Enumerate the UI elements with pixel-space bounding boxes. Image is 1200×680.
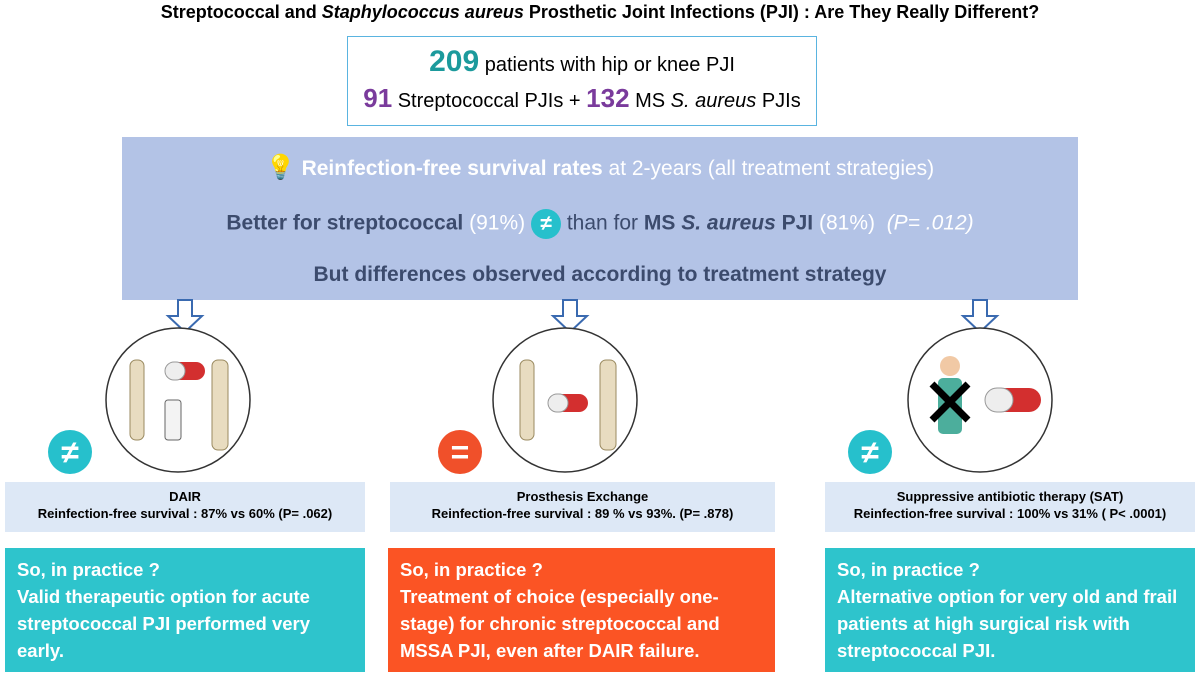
practice-heading: So, in practice ?: [400, 559, 543, 580]
pill-half: [164, 361, 186, 381]
pills: [164, 361, 1041, 413]
summary-line: Better for streptococcal (91%) ≠ than fo…: [122, 209, 1078, 239]
bone: [129, 359, 145, 441]
bone: [519, 359, 535, 441]
result-box: Suppressive antibiotic therapy (SAT) Rein…: [825, 482, 1195, 532]
cohort-text: Streptococcal PJIs +: [397, 90, 581, 112]
bone: [211, 359, 229, 451]
result-text: Reinfection-free survival : 87% vs 60% (…: [37, 506, 333, 521]
summary-bold: Better for streptococcal: [226, 211, 464, 235]
title-text: Streptococcal and: [160, 2, 317, 22]
title-text: Prosthetic Joint Infections (PJI) : Are …: [528, 2, 1040, 22]
practice-text: Treatment of choice (especially one-stag…: [400, 586, 720, 661]
cohort-text: MS: [635, 90, 666, 112]
pill-half: [984, 387, 1014, 413]
summary-line: 💡 Reinfection-free survival rates at 2-y…: [122, 153, 1078, 182]
summary-bold: But differences observed according to tr…: [313, 263, 887, 286]
bones: [129, 359, 617, 451]
result-text: Reinfection-free survival : 89 % vs 93%.…: [431, 506, 734, 521]
not-equal-icon: ≠: [530, 209, 561, 239]
practice-heading: So, in practice ?: [837, 559, 980, 580]
cohort-italic: S. aureus: [670, 90, 757, 112]
cohort-text: patients with hip or knee PJI: [484, 54, 735, 76]
surgeon-head: [940, 356, 960, 376]
staph-count: 132: [586, 83, 630, 113]
practice-box: So, in practice ? Valid therapeutic optio…: [5, 548, 365, 672]
title: Streptococcal and Staphylococcus aureus …: [0, 2, 1200, 23]
summary-line: But differences observed according to tr…: [122, 263, 1078, 287]
summary-bold: PJI: [781, 211, 814, 235]
practice-text: Alternative option for very old and frai…: [837, 586, 1178, 661]
practice-text: Valid therapeutic option for acute strep…: [17, 586, 311, 661]
summary-italic: S. aureus: [681, 211, 776, 235]
pill-half: [547, 393, 569, 413]
cohort-line: 209 patients with hip or knee PJI: [348, 45, 816, 79]
strategy-name: Prosthesis Exchange: [516, 489, 649, 504]
staph-rate: (81%): [818, 211, 876, 235]
down-arrow: [960, 299, 1000, 334]
result-box: Prosthesis Exchange Reinfection-free surv…: [390, 482, 775, 532]
surgeon: [929, 356, 971, 434]
equality-symbol: ≠: [848, 430, 892, 474]
irrigation-bottle: [164, 399, 182, 441]
cohort-text: PJIs: [761, 90, 801, 112]
result-box: DAIR Reinfection-free survival : 87% vs 6…: [5, 482, 365, 532]
result-text: Reinfection-free survival : 100% vs 31% …: [853, 506, 1167, 521]
practice-box: So, in practice ? Treatment of choice (es…: [388, 548, 775, 672]
bulb-icon: 💡: [265, 154, 296, 181]
summary-bold: Reinfection-free survival rates: [301, 157, 603, 180]
summary-box: 💡 Reinfection-free survival rates at 2-y…: [122, 137, 1078, 300]
title-italic: Staphylococcus aureus: [321, 2, 524, 22]
arrows: [165, 299, 1000, 334]
cross: [929, 381, 971, 423]
summary-text: at 2-years (all treatment strategies): [608, 157, 935, 180]
summary-text: than for: [566, 211, 639, 235]
strep-count: 91: [363, 83, 393, 113]
strategy-name: DAIR: [169, 489, 201, 504]
bone: [599, 359, 617, 451]
down-arrow: [550, 299, 590, 334]
down-arrow: [165, 299, 205, 334]
equality-symbol: =: [438, 430, 482, 474]
p-value: (P= .012): [886, 211, 974, 235]
practice-box: So, in practice ? Alternative option for …: [825, 548, 1195, 672]
strategy-name: Suppressive antibiotic therapy (SAT): [896, 489, 1124, 504]
cohort-box: 209 patients with hip or knee PJI 91 Str…: [347, 36, 817, 126]
summary-bold: MS: [643, 211, 676, 235]
strep-rate: (91%): [469, 211, 526, 235]
practice-heading: So, in practice ?: [17, 559, 160, 580]
total-count: 209: [429, 45, 480, 78]
cohort-line: 91 Streptococcal PJIs + 132 MS S. aureus…: [348, 83, 816, 114]
equality-symbol: ≠: [48, 430, 92, 474]
